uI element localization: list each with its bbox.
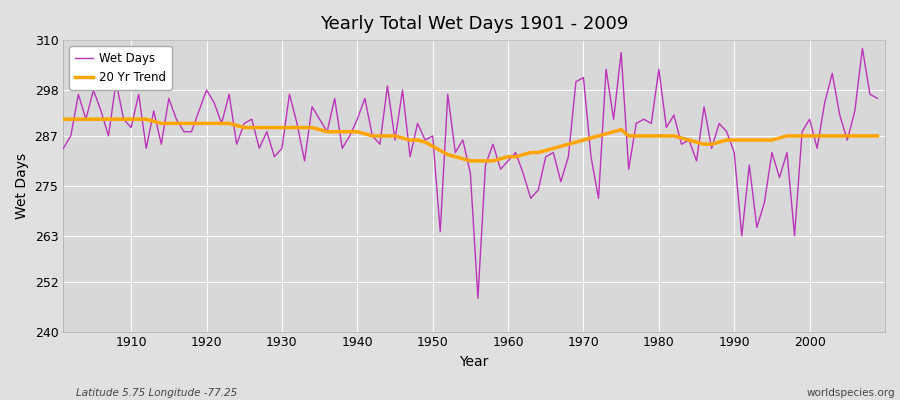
20 Yr Trend — [600, 131, 611, 136]
20 Yr Trend — [58, 117, 68, 122]
Wet Days — [329, 96, 340, 101]
20 Yr Trend — [872, 134, 883, 138]
Wet Days — [472, 296, 483, 301]
Wet Days — [284, 92, 295, 97]
X-axis label: Year: Year — [460, 355, 489, 369]
Y-axis label: Wet Days: Wet Days — [15, 153, 29, 219]
Wet Days — [58, 146, 68, 151]
20 Yr Trend — [118, 117, 129, 122]
20 Yr Trend — [284, 125, 295, 130]
20 Yr Trend — [329, 129, 340, 134]
20 Yr Trend — [510, 154, 521, 159]
Wet Days — [118, 117, 129, 122]
Wet Days — [872, 96, 883, 101]
20 Yr Trend — [503, 154, 514, 159]
Wet Days — [600, 67, 611, 72]
Line: Wet Days: Wet Days — [63, 48, 878, 298]
Text: Latitude 5.75 Longitude -77.25: Latitude 5.75 Longitude -77.25 — [76, 388, 238, 398]
Title: Yearly Total Wet Days 1901 - 2009: Yearly Total Wet Days 1901 - 2009 — [320, 15, 628, 33]
20 Yr Trend — [465, 158, 476, 163]
Line: 20 Yr Trend: 20 Yr Trend — [63, 119, 878, 161]
Wet Days — [510, 150, 521, 155]
Wet Days — [857, 46, 868, 51]
Legend: Wet Days, 20 Yr Trend: Wet Days, 20 Yr Trend — [69, 46, 172, 90]
Wet Days — [503, 158, 514, 163]
Text: worldspecies.org: worldspecies.org — [807, 388, 896, 398]
